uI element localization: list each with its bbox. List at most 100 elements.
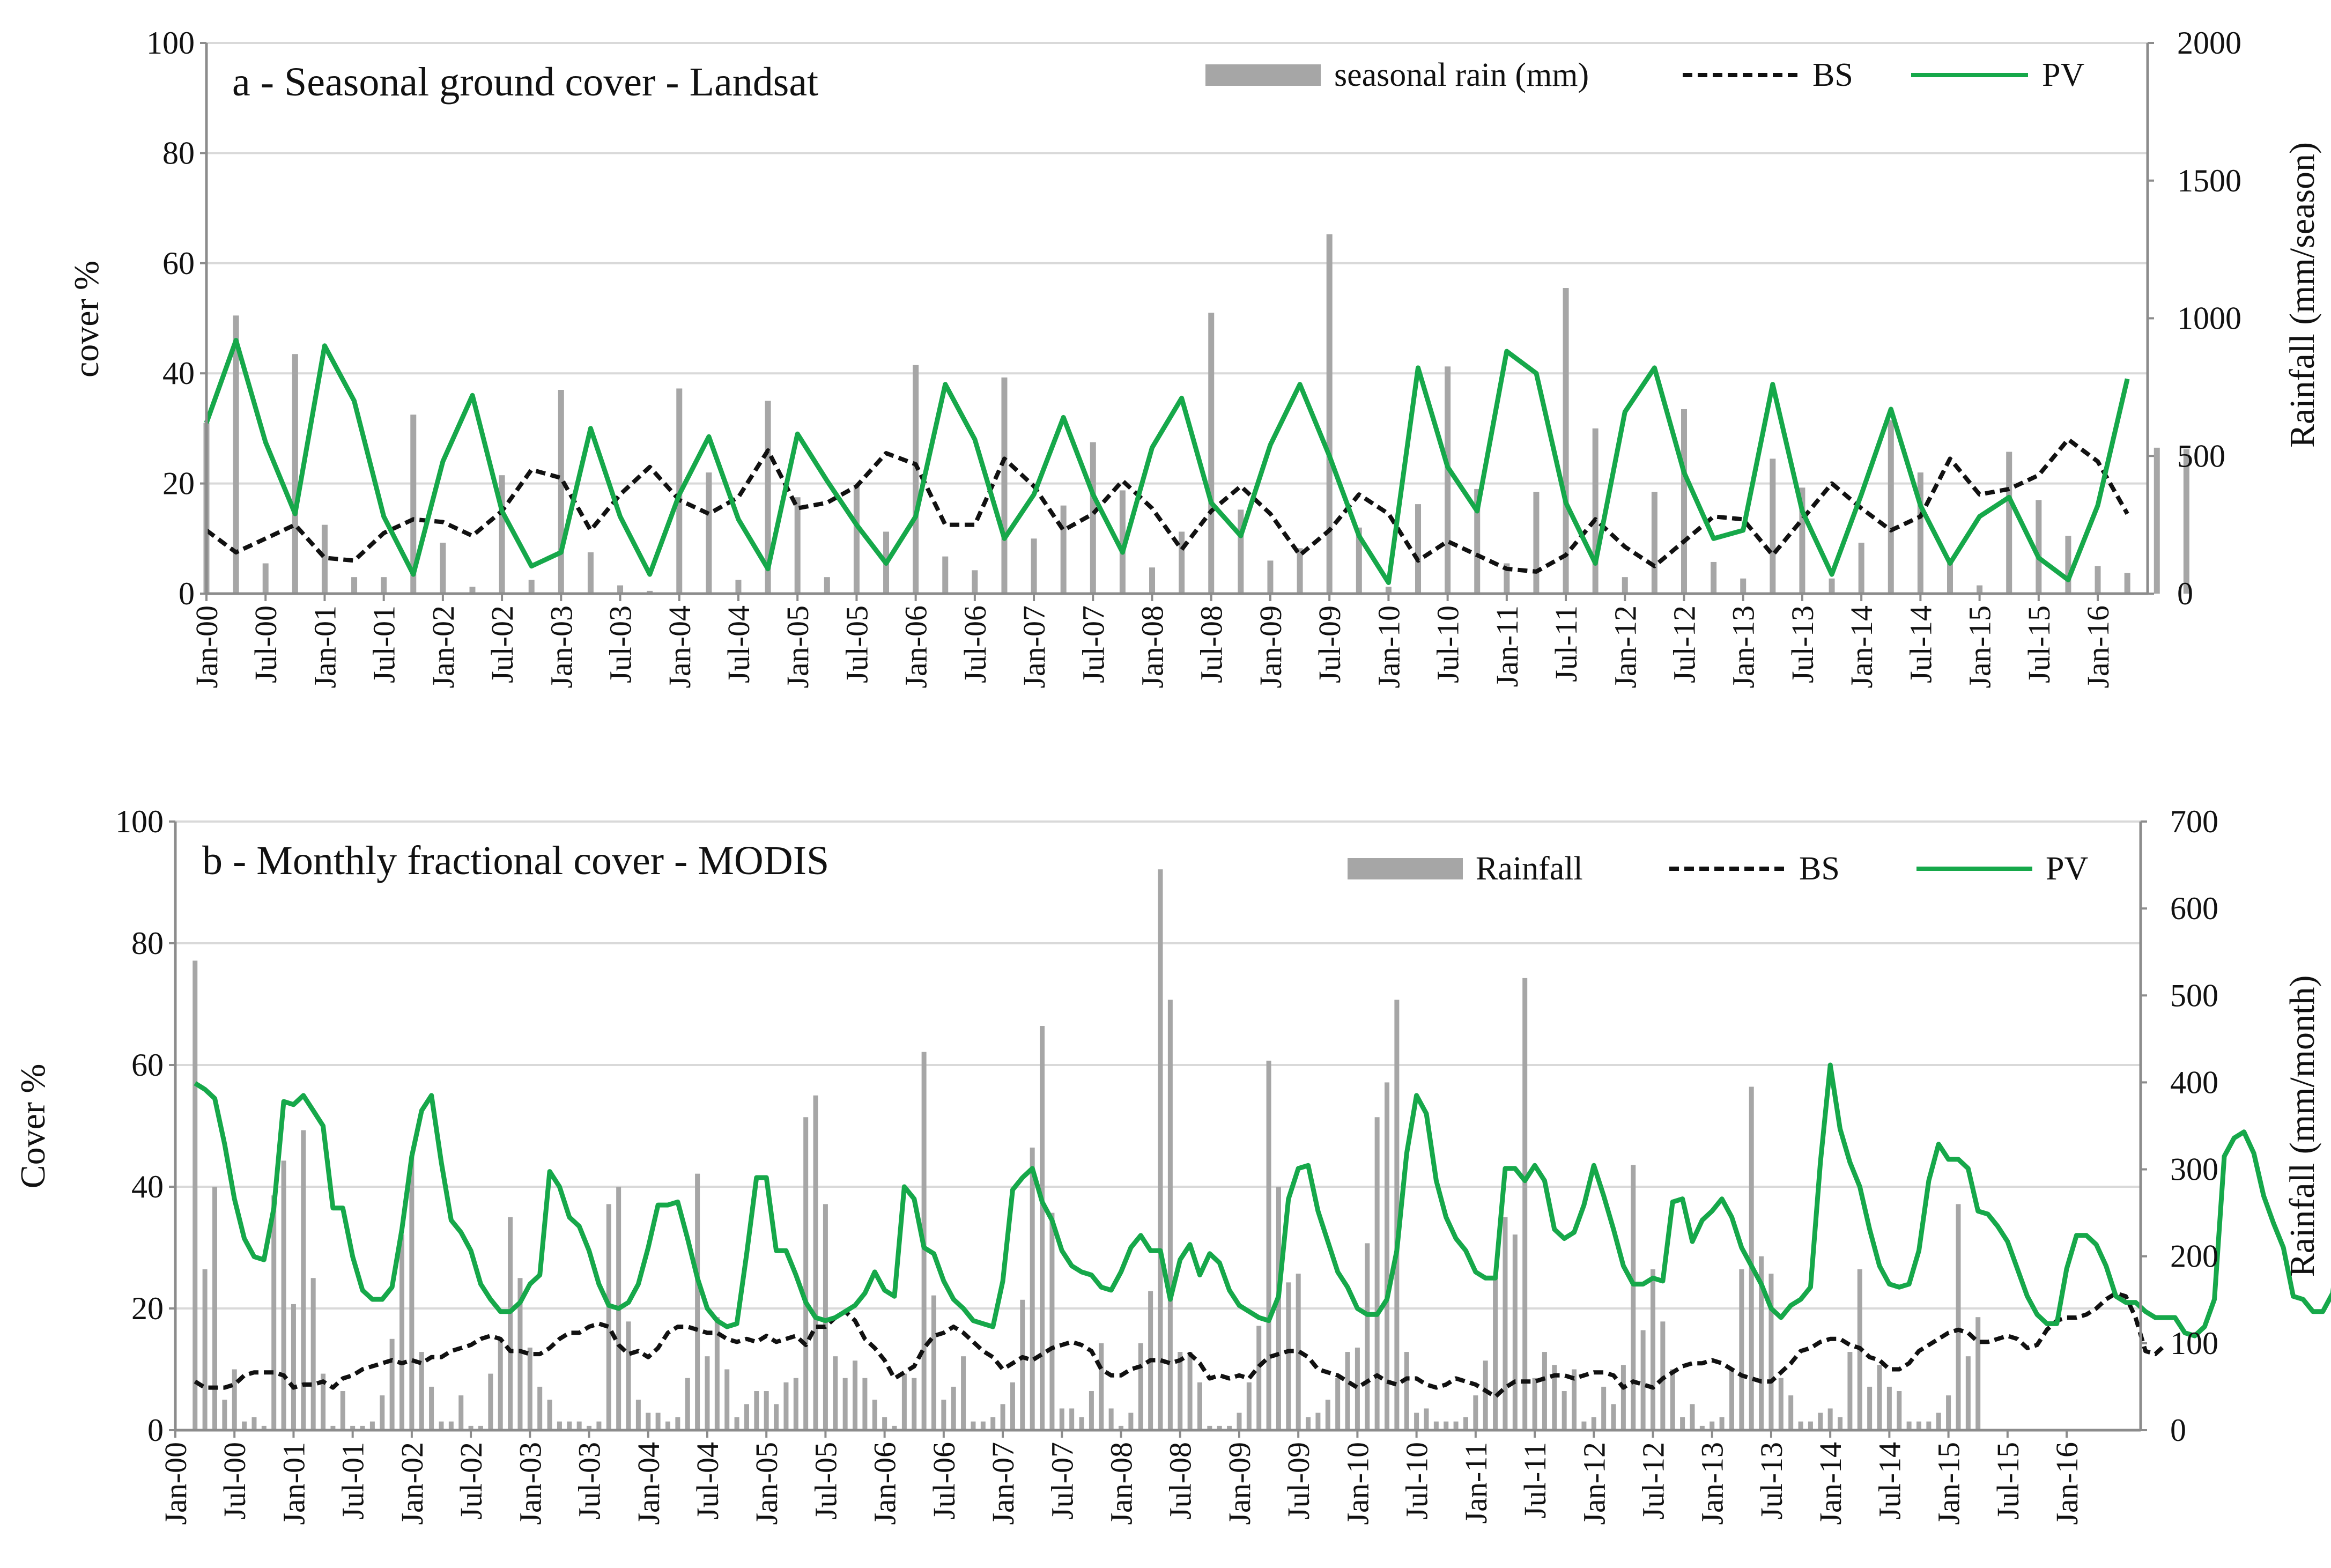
rain-bar: [1335, 1378, 1341, 1430]
rain-bar: [1010, 1382, 1015, 1430]
rain-bar: [1651, 1269, 1655, 1430]
x-tick-label: Jan-06: [899, 605, 934, 689]
rain-bar: [706, 472, 712, 594]
rain-bar: [1512, 1234, 1518, 1430]
panel-a-axes: [200, 42, 2154, 601]
x-tick-label: Jan-11: [1490, 605, 1525, 687]
rain-bar: [735, 580, 742, 594]
rain-bar: [1542, 1352, 1547, 1430]
rain-bar: [1237, 1412, 1242, 1430]
x-tick-label: Jan-13: [1726, 605, 1761, 689]
y2-tick-label: 200: [2170, 1239, 2218, 1274]
rain-bar: [242, 1421, 247, 1430]
rain-bar: [1847, 1352, 1853, 1430]
panel-b-chart: 0 20 40 60 80 100 0 100 200 300 400 500 600 700 Jan-…: [13, 804, 2331, 1525]
rain-bar: [1463, 1417, 1468, 1430]
rain-bar: [1149, 567, 1156, 594]
rain-bar: [1049, 1212, 1055, 1430]
rain-bar: [1079, 1417, 1084, 1430]
panel-a-left-tick-labels: 0 20 40 60 80 100: [146, 25, 195, 611]
rain-bar: [951, 1386, 956, 1430]
rain-bar: [1620, 1365, 1626, 1430]
rain-bar: [2036, 500, 2042, 594]
rain-bar: [1355, 1347, 1360, 1430]
x-tick-label: Jul-06: [958, 605, 993, 683]
x-tick-label: Jan-01: [276, 1442, 311, 1525]
rain-bar: [321, 524, 328, 594]
rain-bar: [261, 1425, 267, 1430]
rain-bar: [833, 1356, 838, 1430]
rain-bar: [1217, 1425, 1222, 1430]
rain-bar: [478, 1425, 483, 1430]
x-tick-label: Jan-07: [1017, 605, 1052, 689]
rain-bar: [913, 365, 919, 594]
rain-bar: [853, 1360, 858, 1430]
rain-bar: [1770, 458, 1776, 594]
rain-bar: [212, 1187, 217, 1430]
rain-bar: [2065, 536, 2071, 594]
x-tick-label: Jan-00: [189, 605, 224, 689]
rain-bar: [1276, 1187, 1281, 1430]
x-tick-label: Jul-13: [1754, 1442, 1789, 1520]
rain-bar: [360, 1425, 365, 1430]
legend-rainfall-swatch: [1348, 858, 1463, 879]
rain-bar: [1936, 1412, 1941, 1430]
rain-bar: [2095, 566, 2101, 594]
rain-bar: [380, 1395, 385, 1430]
rain-bar: [1424, 1408, 1429, 1430]
rain-bar: [1858, 543, 1864, 594]
rain-bar: [1020, 1299, 1025, 1430]
pv-line: [204, 338, 2130, 585]
rain-bar: [1365, 1243, 1370, 1430]
y-tick-label: 40: [131, 1169, 164, 1204]
x-tick-label: Jul-04: [721, 605, 756, 683]
rain-bar: [754, 1391, 759, 1430]
rain-bar: [439, 1421, 444, 1430]
rain-bar: [1710, 1421, 1715, 1430]
rain-bar: [724, 1369, 730, 1430]
panel-b-axes: [169, 820, 2147, 1438]
rain-bar: [1670, 1369, 1675, 1430]
x-tick-label: Jul-05: [808, 1442, 843, 1520]
rain-bar: [1897, 1391, 1902, 1430]
rain-bar: [824, 577, 830, 594]
x-tick-label: Jul-14: [1903, 605, 1938, 683]
rain-bar: [862, 1378, 868, 1430]
x-tick-label: Jul-06: [927, 1442, 961, 1520]
rain-bar: [1522, 978, 1528, 1430]
rain-bar: [765, 401, 771, 594]
panel-a-x-tick-labels: Jan-00 Jul-00 Jan-01 Jul-01 Jan-02 Jul-02 Jan-…: [189, 605, 2115, 689]
rain-bar: [399, 1234, 405, 1430]
x-tick-label: Jan-10: [1371, 605, 1406, 689]
rain-bar: [576, 1421, 582, 1430]
x-tick-label: Jul-10: [1431, 605, 1466, 683]
rain-bar: [1473, 1395, 1478, 1430]
legend-pv-label: PV: [2042, 57, 2084, 93]
x-tick-label: Jan-10: [1340, 1442, 1375, 1525]
y-tick-label: 20: [162, 466, 195, 501]
panel-a-right-tick-labels: 0 500 1000 1500 2000: [2177, 25, 2241, 611]
rain-bar: [1187, 1352, 1193, 1430]
panel-b-x-tick-labels: Jan-00 Jul-00 Jan-01 Jul-01 Jan-02 Jul-02 Jan-…: [158, 1442, 2084, 1525]
x-tick-label: Jan-14: [1813, 1442, 1848, 1525]
panel-a-gridlines: [206, 42, 2148, 485]
panel-b-legend: Rainfall BS PV: [1348, 850, 2088, 887]
rain-bar: [1622, 577, 1628, 594]
rain-bar: [1197, 1382, 1202, 1430]
rain-bar: [1946, 1395, 1951, 1430]
rain-bar: [714, 1317, 720, 1430]
rain-bar: [853, 486, 860, 594]
rain-bar: [419, 1352, 424, 1430]
rain-bar: [872, 1400, 877, 1430]
rain-bar: [1591, 1417, 1596, 1430]
x-tick-label: Jul-08: [1163, 1442, 1198, 1520]
rain-bar: [1532, 1378, 1537, 1430]
rain-bar: [1238, 509, 1244, 594]
x-tick-label: Jul-15: [1990, 1442, 2025, 1520]
x-tick-label: Jan-11: [1459, 1442, 1493, 1523]
rain-bar: [1886, 1386, 1892, 1430]
rain-bar: [961, 1356, 966, 1430]
rain-bar: [665, 1421, 670, 1430]
panel-a-legend: seasonal rain (mm) BS PV: [1205, 57, 2084, 93]
rain-bar: [1356, 527, 1362, 594]
